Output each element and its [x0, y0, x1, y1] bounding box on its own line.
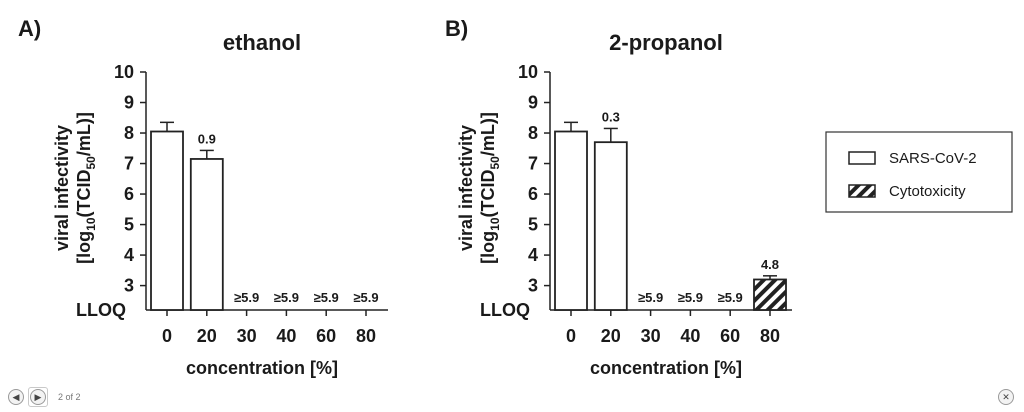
data-label: ≥5.9 [638, 290, 663, 305]
x-tick-label: 0 [566, 326, 576, 346]
next-page-button-wrap: ▶ [28, 387, 48, 407]
chart-title: ethanol [223, 30, 301, 55]
chart-title: 2-propanol [609, 30, 723, 55]
panel-label: B) [445, 16, 468, 41]
infectivity-bar [554, 130, 588, 311]
panel-a: A) ethanol viral infectivity [log10(TCID… [18, 16, 388, 378]
lloq-label: LLOQ [480, 300, 530, 320]
legend-swatch-hatched [848, 184, 876, 198]
viewer-navigation: ◀ ▶ 2 of 2 [8, 387, 81, 407]
data-label: ≥5.9 [353, 290, 378, 305]
infectivity-bar [593, 141, 628, 311]
x-tick-label: 40 [680, 326, 700, 346]
cytotoxicity-bar [753, 278, 787, 311]
plot-area: 3 4 5 6 7 8 9 10 LLOQ 0 20 0.9 30 ≥5.9 40 ≥5.9 60 ≥5.9 80 ≥… [76, 62, 388, 346]
panel-label: A) [18, 16, 41, 41]
right-arrow-icon: ▶ [34, 391, 42, 402]
y-tick-label: 10 [518, 62, 538, 82]
y-tick-label: 9 [124, 93, 134, 113]
y-axis-label-line1: viral infectivity [456, 125, 476, 251]
legend-box [825, 131, 1013, 213]
left-arrow-icon: ◀ [12, 391, 20, 402]
x-tick-label: 20 [197, 326, 217, 346]
x-tick-label: 30 [641, 326, 661, 346]
infectivity-bar [150, 130, 184, 311]
x-tick-label: 80 [356, 326, 376, 346]
y-tick-label: 9 [528, 93, 538, 113]
infectivity-bar [189, 158, 224, 311]
data-label: ≥5.9 [718, 290, 743, 305]
y-tick-label: 6 [528, 184, 538, 204]
data-label: ≥5.9 [234, 290, 259, 305]
y-tick-label: 8 [124, 123, 134, 143]
x-tick-label: 20 [601, 326, 621, 346]
y-tick-label: 4 [528, 245, 538, 265]
figure: A) ethanol viral infectivity [log10(TCID… [18, 16, 1013, 378]
plot-area: 3 4 5 6 7 8 9 10 LLOQ 0 20 0.3 30 ≥5.9 40 ≥5.9 60 ≥5.9 80 4… [480, 62, 792, 346]
legend-swatch-plain [848, 151, 876, 165]
y-tick-label: 5 [124, 215, 134, 235]
close-icon: ✕ [1002, 391, 1010, 402]
y-axis-label-line2: [log10(TCID50/mL)] [478, 112, 502, 264]
y-axis-label-line2: [log10(TCID50/mL)] [74, 112, 98, 264]
page-indicator: 2 of 2 [58, 392, 81, 402]
y-tick-label: 4 [124, 245, 134, 265]
y-tick-label: 7 [528, 154, 538, 174]
x-tick-label: 40 [276, 326, 296, 346]
x-tick-label: 30 [237, 326, 257, 346]
y-tick-label: 6 [124, 184, 134, 204]
data-label: 0.9 [198, 131, 216, 146]
x-tick-label: 60 [720, 326, 740, 346]
data-label: ≥5.9 [678, 290, 703, 305]
y-axis-label-line1: viral infectivity [52, 125, 72, 251]
y-tick-label: 7 [124, 154, 134, 174]
x-axis-label: concentration [%] [186, 358, 338, 378]
legend: SARS-CoV-2 Cytotoxicity [825, 131, 1013, 213]
x-axis-label: concentration [%] [590, 358, 742, 378]
y-axis-label: viral infectivity [log10(TCID50/mL)] [456, 112, 502, 264]
data-label: 4.8 [761, 257, 779, 272]
y-axis-label: viral infectivity [log10(TCID50/mL)] [52, 112, 98, 264]
y-tick-label: 10 [114, 62, 134, 82]
x-tick-label: 60 [316, 326, 336, 346]
next-page-button[interactable]: ▶ [30, 389, 46, 405]
data-label: 0.3 [602, 109, 620, 124]
panel-b: B) 2-propanol viral infectivity [log10(T… [445, 16, 792, 378]
y-tick-label: 3 [124, 276, 134, 296]
lloq-label: LLOQ [76, 300, 126, 320]
x-tick-label: 80 [760, 326, 780, 346]
close-button[interactable]: ✕ [998, 389, 1014, 405]
y-tick-label: 8 [528, 123, 538, 143]
legend-label: SARS-CoV-2 [889, 150, 977, 167]
legend-label: Cytotoxicity [889, 183, 966, 200]
previous-page-button[interactable]: ◀ [8, 389, 24, 405]
y-tick-label: 5 [528, 215, 538, 235]
data-label: ≥5.9 [314, 290, 339, 305]
data-label: ≥5.9 [274, 290, 299, 305]
y-tick-label: 3 [528, 276, 538, 296]
x-tick-label: 0 [162, 326, 172, 346]
